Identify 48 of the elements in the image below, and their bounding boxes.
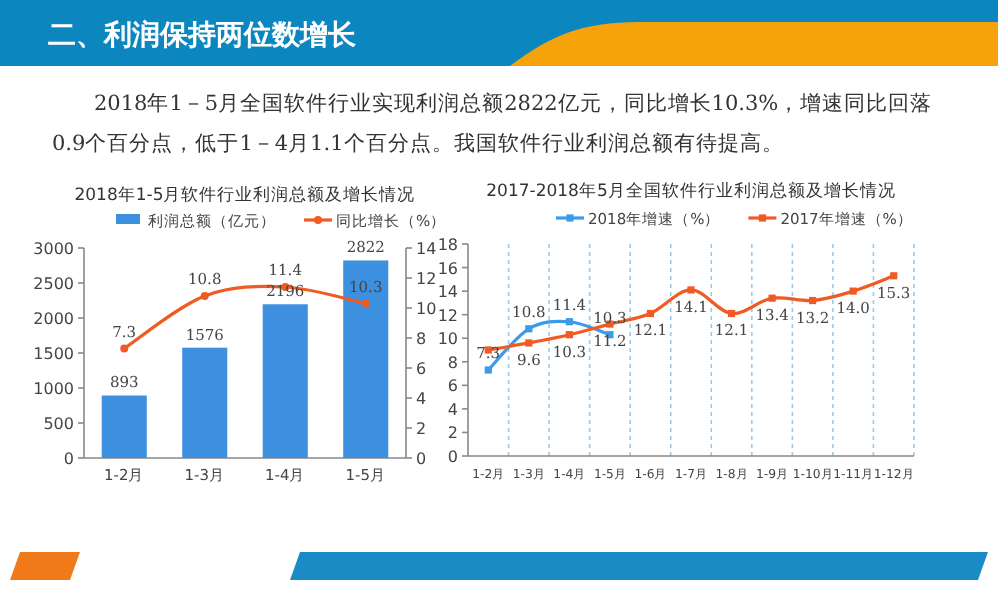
point [565, 331, 573, 339]
y2-tick-label: 2 [416, 420, 427, 438]
y-tick-label: 14 [437, 283, 458, 302]
bar [182, 347, 228, 458]
y-tick-label: 0 [447, 448, 458, 466]
point [525, 325, 533, 333]
y2-tick-label: 4 [416, 390, 427, 408]
y2-tick-label: 14 [416, 240, 437, 258]
y-tick-label: 18 [437, 236, 458, 254]
y-tick-label: 6 [447, 377, 458, 396]
y-tick-label: 12 [437, 306, 458, 325]
y-tick-label: 16 [437, 259, 458, 278]
point [727, 309, 736, 318]
y-tick-label: 3000 [33, 240, 74, 258]
point [484, 366, 492, 374]
bar [343, 260, 389, 458]
bar [262, 304, 308, 458]
point [200, 292, 209, 300]
y-tick-label: 2500 [33, 275, 74, 293]
y-tick-label: 4 [447, 400, 458, 419]
point [687, 286, 695, 294]
y-tick-label: 1500 [33, 345, 74, 363]
point [361, 299, 370, 308]
text: 二、利润保持两位数增长 [48, 18, 358, 52]
y-tick-label: 2000 [33, 310, 74, 328]
y2-tick-label: 10 [416, 300, 437, 318]
y-tick-label: 500 [43, 415, 74, 433]
point [768, 294, 776, 302]
point [120, 344, 129, 353]
point [809, 296, 817, 305]
y2-tick-label: 6 [416, 360, 427, 378]
point [646, 309, 655, 318]
point [890, 272, 898, 280]
point [849, 287, 857, 295]
chart-title: 2017-2018年5月全国软件行业利润总额及增长情况 [486, 180, 896, 202]
bar [101, 395, 147, 458]
chart-title: 2018年1-5月软件行业利润总额及增长情况 [74, 184, 416, 206]
y-tick-label: 1000 [33, 380, 74, 398]
y-tick-label: 10 [437, 330, 458, 349]
y2-tick-label: 8 [416, 330, 427, 348]
y-tick-label: 0 [63, 450, 74, 468]
y2-tick-label: 12 [416, 270, 437, 288]
text: 2018年1－5月全国软件行业实现利润总额2822亿元，同比增长10.3%，增速同比回落0.9个百分点，低于1－4月1.1个百分点。我国软件行业利润总额有待提高。 [52, 90, 935, 160]
point [565, 318, 573, 326]
y-tick-label: 8 [447, 353, 458, 372]
y-tick-label: 2 [447, 424, 458, 443]
y2-tick-label: 0 [416, 450, 427, 468]
point [525, 339, 533, 347]
